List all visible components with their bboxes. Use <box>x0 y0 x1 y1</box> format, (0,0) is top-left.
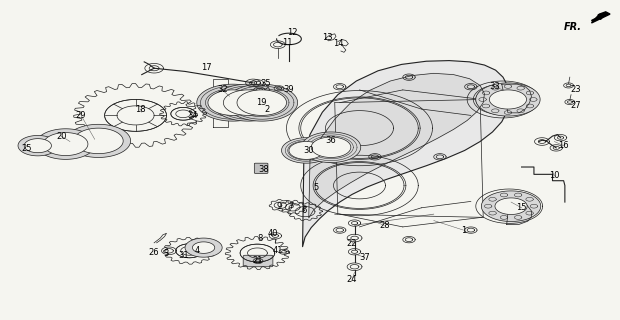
Text: 39: 39 <box>284 85 294 94</box>
Text: 5: 5 <box>314 183 319 192</box>
Polygon shape <box>66 124 131 157</box>
Polygon shape <box>212 84 284 121</box>
Text: 31: 31 <box>179 251 189 260</box>
Text: 7: 7 <box>289 202 294 211</box>
Text: 2: 2 <box>264 105 269 114</box>
Text: 20: 20 <box>56 132 66 140</box>
Text: 38: 38 <box>258 165 269 174</box>
Text: 27: 27 <box>570 101 582 110</box>
Polygon shape <box>192 242 215 253</box>
FancyBboxPatch shape <box>254 163 268 173</box>
Text: 13: 13 <box>322 33 333 42</box>
Text: 15: 15 <box>516 203 527 212</box>
Text: 25: 25 <box>22 144 32 153</box>
Polygon shape <box>301 132 361 163</box>
Text: 40: 40 <box>268 229 278 238</box>
Text: 28: 28 <box>379 221 389 230</box>
Polygon shape <box>311 137 351 157</box>
Text: 16: 16 <box>559 141 569 150</box>
Polygon shape <box>226 84 298 121</box>
Polygon shape <box>502 84 531 113</box>
Text: 18: 18 <box>135 105 146 114</box>
Polygon shape <box>36 129 95 159</box>
Polygon shape <box>24 139 51 153</box>
Polygon shape <box>185 238 222 257</box>
Polygon shape <box>18 135 58 156</box>
Text: 21: 21 <box>252 256 263 265</box>
Polygon shape <box>309 73 484 218</box>
Text: 19: 19 <box>257 98 267 107</box>
Polygon shape <box>43 132 88 156</box>
Polygon shape <box>281 138 331 163</box>
Text: 8: 8 <box>258 234 264 243</box>
Text: 22: 22 <box>347 239 357 248</box>
Polygon shape <box>481 191 541 221</box>
Text: FR.: FR. <box>564 22 582 32</box>
Text: 33: 33 <box>489 82 500 91</box>
Polygon shape <box>495 198 527 214</box>
Polygon shape <box>74 128 123 154</box>
Text: 4: 4 <box>195 246 200 255</box>
Text: 36: 36 <box>326 136 337 145</box>
Text: 29: 29 <box>76 111 86 120</box>
FancyBboxPatch shape <box>243 255 273 267</box>
Text: 26: 26 <box>149 248 159 257</box>
Text: 1: 1 <box>461 226 466 235</box>
Polygon shape <box>303 60 509 247</box>
Text: 41: 41 <box>273 246 283 255</box>
Polygon shape <box>489 90 526 109</box>
Text: 10: 10 <box>549 172 560 180</box>
Text: 32: 32 <box>217 85 228 94</box>
Polygon shape <box>289 141 324 159</box>
Text: 34: 34 <box>187 111 198 120</box>
Polygon shape <box>476 83 540 116</box>
Text: 11: 11 <box>282 38 293 47</box>
FancyBboxPatch shape <box>312 179 330 190</box>
Text: 3: 3 <box>164 250 169 259</box>
Text: 24: 24 <box>347 275 357 284</box>
Text: 37: 37 <box>359 253 370 262</box>
Text: 30: 30 <box>303 146 314 155</box>
Polygon shape <box>197 84 268 121</box>
Polygon shape <box>507 201 531 224</box>
Text: 12: 12 <box>288 28 298 37</box>
Polygon shape <box>237 90 286 116</box>
Text: 14: 14 <box>333 39 343 48</box>
Text: 6: 6 <box>301 206 306 215</box>
Polygon shape <box>223 90 273 116</box>
Text: 9: 9 <box>277 202 281 211</box>
Polygon shape <box>208 90 257 116</box>
Text: 35: 35 <box>260 79 271 88</box>
Text: 23: 23 <box>570 85 582 94</box>
Polygon shape <box>591 12 610 23</box>
Text: 17: 17 <box>201 63 211 72</box>
